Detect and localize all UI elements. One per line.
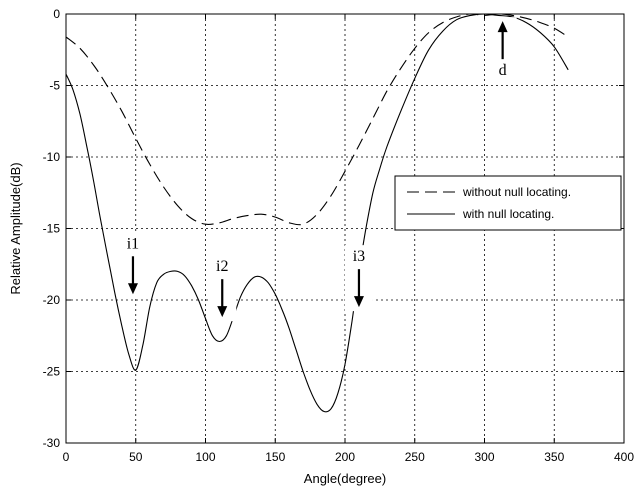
annotation-i3: i3 [344, 245, 373, 312]
tick-layer: 0 50 100 150 200 250 300 350 400 0 -5 -10 -15 -20 -25 -… [43, 7, 635, 464]
x-tick-label: 350 [544, 450, 564, 464]
arrow-head-icon [497, 21, 508, 33]
legend-box [394, 175, 622, 231]
x-axis-label: Angle(degree) [304, 471, 386, 486]
annotation-label: i1 [127, 235, 139, 252]
annotation-label: d [499, 62, 507, 79]
legend-entry-label: with null locating. [462, 207, 554, 221]
y-tick-label: -30 [43, 436, 61, 450]
x-tick-label: 100 [195, 450, 215, 464]
y-tick-label: -5 [49, 79, 60, 93]
legend-entry-label: without null locating. [462, 185, 571, 199]
annotation-d: d [488, 17, 517, 84]
x-tick-label: 300 [474, 450, 494, 464]
x-tick-label: 50 [129, 450, 143, 464]
x-tick-label: 0 [63, 450, 70, 464]
x-tick-label: 200 [335, 450, 355, 464]
annotation-label: i3 [353, 248, 365, 265]
arrow-head-icon [353, 296, 364, 308]
y-axis-label: Relative Amplitude(dB) [8, 162, 23, 294]
annotation-layer: i1 i2 i3 d [118, 17, 517, 322]
y-tick-label: -15 [43, 222, 61, 236]
annotation-label: i2 [216, 258, 228, 275]
series-line-with-null-locating [65, 13, 569, 413]
y-tick-label: -20 [43, 293, 61, 307]
x-tick-label: 250 [405, 450, 425, 464]
legend: without null locating. with null locating… [394, 175, 622, 231]
x-tick-label: 150 [265, 450, 285, 464]
arrow-head-icon [217, 306, 228, 318]
y-tick-label: -25 [43, 365, 61, 379]
y-tick-label: -10 [43, 150, 61, 164]
annotation-i2: i2 [208, 255, 237, 322]
arrow-head-icon [127, 283, 138, 295]
y-tick-label: 0 [53, 7, 60, 21]
x-tick-label: 400 [614, 450, 634, 464]
annotation-i1: i1 [118, 232, 147, 299]
